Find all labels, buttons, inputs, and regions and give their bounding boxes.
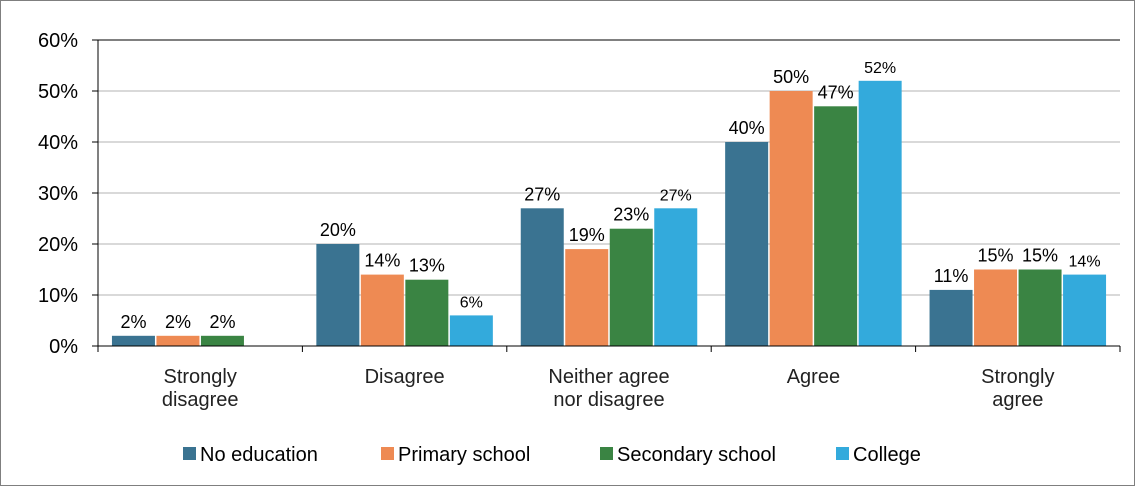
y-tick-label: 40%	[38, 132, 78, 154]
data-label: 20%	[320, 220, 356, 240]
bar	[200, 335, 244, 346]
bar	[929, 289, 973, 346]
data-label: 40%	[729, 118, 765, 138]
legend-swatch	[600, 447, 613, 460]
data-label: 15%	[1022, 246, 1058, 266]
y-tick-label: 20%	[38, 234, 78, 256]
data-label: 47%	[818, 82, 854, 102]
data-label: 14%	[364, 251, 400, 271]
bar	[405, 279, 449, 346]
x-category-label: Agree	[787, 366, 840, 388]
bar	[1018, 269, 1062, 346]
x-category-label: Neither agree nor disagree	[548, 366, 669, 411]
legend-label: No education	[200, 444, 318, 466]
x-category-label: Disagree	[365, 366, 445, 388]
bar	[520, 208, 564, 346]
y-tick-label: 10%	[38, 285, 78, 307]
bar	[814, 106, 858, 346]
bar	[609, 228, 653, 346]
data-label: 11%	[934, 266, 969, 286]
data-label: 15%	[978, 246, 1014, 266]
y-tick-label: 50%	[38, 81, 78, 103]
data-label: 2%	[165, 312, 191, 332]
data-label: 2%	[209, 312, 235, 332]
bar	[769, 91, 813, 346]
data-label: 27%	[524, 184, 560, 204]
legend-swatch	[836, 447, 849, 460]
legend-swatch	[183, 447, 196, 460]
data-label: 27%	[660, 187, 692, 204]
x-category-label: Strongly agree	[981, 366, 1054, 411]
data-label: 13%	[409, 256, 445, 276]
data-label: 6%	[460, 294, 483, 311]
y-tick-label: 30%	[38, 183, 78, 205]
bar	[654, 208, 698, 346]
bar	[111, 335, 155, 346]
bar	[565, 249, 609, 346]
bar	[316, 244, 360, 346]
x-category-label: Strongly disagree	[162, 366, 239, 411]
bar	[156, 335, 200, 346]
bar	[858, 80, 902, 347]
legend-swatch	[381, 447, 394, 460]
data-label: 2%	[120, 312, 146, 332]
bar	[449, 315, 493, 346]
bar	[1063, 274, 1107, 346]
bars: 2% 2% 2% 20% 14% 13% 6% 27% 19% 23% 27% 40% 50% 47% 52…	[111, 60, 1107, 347]
gridlines	[98, 39, 1120, 296]
bar	[725, 142, 769, 346]
data-label: 19%	[569, 225, 605, 245]
y-tick-label: 60%	[38, 30, 78, 52]
legend-label: College	[853, 444, 921, 466]
x-axis: Strongly disagree Disagree Neither agree nor…	[97, 345, 1121, 411]
legend-label: Secondary school	[617, 444, 776, 466]
y-tick-label: 0%	[49, 336, 78, 358]
bar	[360, 274, 404, 346]
data-label: 23%	[613, 205, 649, 225]
data-label: 50%	[773, 67, 809, 87]
legend-label: Primary school	[398, 444, 530, 466]
y-axis: 0% 10% 20% 30% 40% 50% 60%	[38, 30, 99, 358]
data-label: 52%	[864, 60, 896, 77]
legend: No education Primary school Secondary scho…	[183, 444, 921, 466]
bar	[974, 269, 1018, 346]
data-label: 14%	[1069, 254, 1101, 271]
